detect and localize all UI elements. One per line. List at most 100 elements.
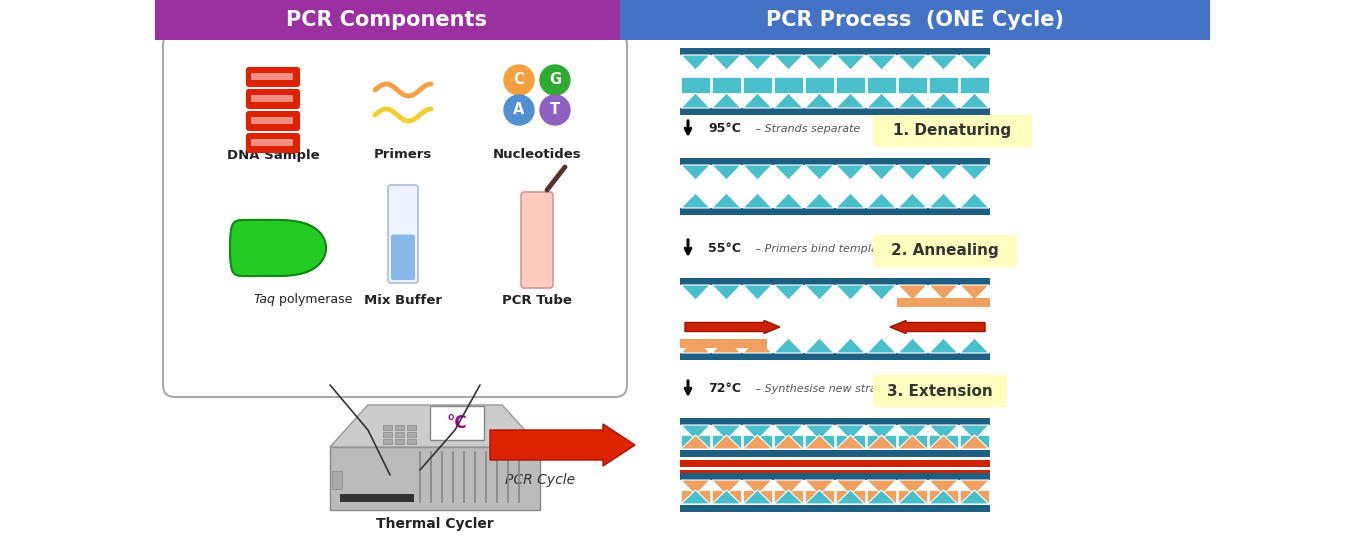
Bar bbox=[897, 435, 928, 449]
FancyBboxPatch shape bbox=[388, 185, 418, 283]
Bar bbox=[960, 435, 989, 449]
Polygon shape bbox=[775, 93, 803, 108]
Polygon shape bbox=[960, 93, 989, 108]
Polygon shape bbox=[682, 490, 710, 504]
Bar bbox=[382, 425, 392, 430]
Polygon shape bbox=[897, 55, 928, 70]
Polygon shape bbox=[960, 425, 989, 440]
Circle shape bbox=[540, 95, 570, 125]
Text: Primers: Primers bbox=[374, 149, 432, 162]
Bar bbox=[929, 77, 958, 93]
FancyBboxPatch shape bbox=[873, 115, 1031, 147]
Polygon shape bbox=[682, 165, 710, 180]
Polygon shape bbox=[775, 490, 803, 504]
Polygon shape bbox=[836, 480, 865, 495]
Bar bbox=[680, 208, 990, 215]
FancyBboxPatch shape bbox=[873, 375, 1007, 407]
Polygon shape bbox=[743, 425, 772, 440]
Bar bbox=[897, 77, 928, 93]
Bar bbox=[395, 425, 403, 430]
Polygon shape bbox=[712, 435, 740, 449]
Bar bbox=[805, 435, 835, 449]
Polygon shape bbox=[805, 490, 835, 504]
Text: A: A bbox=[514, 103, 525, 118]
Polygon shape bbox=[805, 480, 835, 495]
Bar bbox=[682, 435, 710, 449]
Polygon shape bbox=[929, 55, 958, 70]
Text: 1. Denaturing: 1. Denaturing bbox=[893, 124, 1011, 139]
FancyArrow shape bbox=[684, 320, 780, 334]
Polygon shape bbox=[775, 338, 803, 353]
Polygon shape bbox=[805, 165, 835, 180]
Polygon shape bbox=[960, 338, 989, 353]
Polygon shape bbox=[929, 480, 958, 495]
Bar bbox=[929, 435, 958, 449]
FancyArrow shape bbox=[891, 320, 985, 334]
FancyBboxPatch shape bbox=[251, 95, 292, 102]
Circle shape bbox=[504, 65, 534, 95]
FancyBboxPatch shape bbox=[251, 117, 292, 124]
FancyArrow shape bbox=[490, 424, 635, 466]
Polygon shape bbox=[712, 165, 740, 180]
Polygon shape bbox=[929, 165, 958, 180]
Bar bbox=[680, 278, 990, 285]
Text: 55°C: 55°C bbox=[708, 242, 740, 255]
FancyBboxPatch shape bbox=[873, 235, 1018, 267]
Polygon shape bbox=[867, 435, 896, 449]
Bar bbox=[805, 77, 835, 93]
Bar bbox=[680, 460, 990, 467]
Polygon shape bbox=[682, 338, 710, 353]
Polygon shape bbox=[805, 425, 835, 440]
Bar bbox=[867, 77, 896, 93]
Bar bbox=[680, 158, 990, 165]
Bar bbox=[682, 490, 710, 504]
Polygon shape bbox=[775, 425, 803, 440]
Polygon shape bbox=[929, 425, 958, 440]
Polygon shape bbox=[805, 193, 835, 208]
Text: – Primers bind template: – Primers bind template bbox=[753, 244, 889, 254]
Polygon shape bbox=[712, 93, 740, 108]
Text: – Synthesise new strand: – Synthesise new strand bbox=[753, 384, 891, 394]
Polygon shape bbox=[929, 338, 958, 353]
Bar bbox=[407, 439, 415, 444]
Bar bbox=[712, 435, 740, 449]
Text: Thermal Cycler: Thermal Cycler bbox=[376, 517, 494, 531]
Bar bbox=[897, 490, 928, 504]
Text: PCR Cycle: PCR Cycle bbox=[505, 473, 575, 487]
Polygon shape bbox=[836, 93, 865, 108]
Polygon shape bbox=[712, 285, 740, 300]
Bar bbox=[775, 490, 803, 504]
Polygon shape bbox=[682, 425, 710, 440]
FancyBboxPatch shape bbox=[520, 192, 553, 288]
Bar bbox=[680, 339, 766, 348]
Polygon shape bbox=[867, 55, 896, 70]
Bar bbox=[960, 77, 989, 93]
FancyBboxPatch shape bbox=[251, 73, 292, 80]
Polygon shape bbox=[929, 193, 958, 208]
Polygon shape bbox=[960, 480, 989, 495]
Text: 95°C: 95°C bbox=[708, 123, 740, 135]
Bar bbox=[929, 490, 958, 504]
Polygon shape bbox=[682, 285, 710, 300]
Polygon shape bbox=[867, 165, 896, 180]
Polygon shape bbox=[867, 338, 896, 353]
Polygon shape bbox=[836, 165, 865, 180]
Polygon shape bbox=[743, 435, 772, 449]
Bar bbox=[867, 490, 896, 504]
Polygon shape bbox=[682, 193, 710, 208]
Bar bbox=[620, 0, 1210, 40]
Bar bbox=[680, 48, 990, 55]
Text: 3. Extension: 3. Extension bbox=[887, 384, 993, 398]
Polygon shape bbox=[712, 338, 740, 353]
Polygon shape bbox=[836, 338, 865, 353]
Text: Nucleotides: Nucleotides bbox=[493, 149, 582, 162]
Bar bbox=[836, 77, 865, 93]
Polygon shape bbox=[805, 435, 835, 449]
Polygon shape bbox=[929, 285, 958, 300]
Circle shape bbox=[504, 95, 534, 125]
Polygon shape bbox=[712, 55, 740, 70]
Bar bbox=[407, 425, 415, 430]
Polygon shape bbox=[836, 490, 865, 504]
Polygon shape bbox=[836, 285, 865, 300]
Polygon shape bbox=[331, 405, 540, 447]
